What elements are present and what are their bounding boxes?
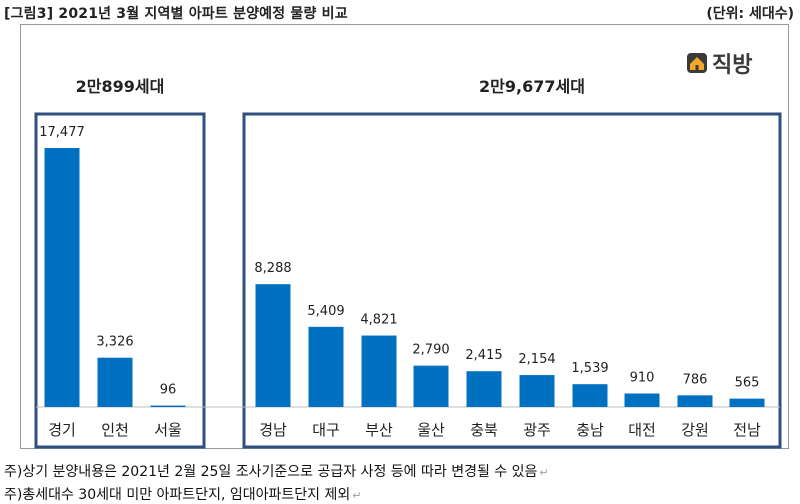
category-label: 서울 bbox=[154, 421, 182, 439]
return-mark-icon: ↵ bbox=[539, 466, 549, 479]
bar-경기 bbox=[44, 148, 80, 407]
group-label-metro: 2만899세대 bbox=[76, 77, 165, 96]
value-label: 3,326 bbox=[96, 335, 133, 350]
value-label: 4,821 bbox=[360, 313, 397, 328]
bar-충북 bbox=[466, 371, 502, 407]
bars-layer: 17,477 경기 3,326 인천 96 서울 8,288 경남 5,409 대구 4,821 부산… bbox=[39, 125, 765, 439]
zigbang-logo: 직방 bbox=[686, 47, 752, 79]
value-label: 910 bbox=[630, 371, 655, 386]
bar-강원 bbox=[677, 395, 713, 407]
category-label: 충남 bbox=[576, 421, 604, 439]
value-label: 565 bbox=[735, 376, 760, 391]
bar-인천 bbox=[97, 357, 133, 407]
return-mark-icon: ↵ bbox=[352, 489, 362, 502]
bar-경남 bbox=[255, 284, 291, 407]
bar-광주 bbox=[519, 375, 555, 407]
value-label: 786 bbox=[683, 372, 708, 387]
group-box-regions bbox=[242, 112, 782, 449]
value-label: 96 bbox=[160, 383, 177, 398]
category-label: 광주 bbox=[523, 421, 551, 439]
house-icon bbox=[687, 53, 707, 73]
bar-부산 bbox=[361, 335, 397, 407]
value-label: 2,415 bbox=[465, 348, 502, 363]
bar-서울 bbox=[150, 405, 186, 407]
category-label: 대전 bbox=[628, 421, 656, 439]
category-label: 경기 bbox=[48, 421, 76, 439]
bar-울산 bbox=[413, 365, 449, 407]
chart-title: [그림3] 2021년 3월 지역별 아파트 분양예정 물량 비교 bbox=[4, 6, 348, 22]
value-label: 2,154 bbox=[518, 352, 555, 367]
category-label: 대구 bbox=[312, 421, 340, 439]
category-label: 울산 bbox=[417, 421, 445, 439]
value-label: 1,539 bbox=[571, 361, 608, 376]
bar-대전 bbox=[624, 393, 660, 407]
category-label: 인천 bbox=[101, 421, 129, 439]
unit-label: (단위: 세대수) bbox=[706, 6, 794, 22]
footnote-1: 주)상기 분양내용은 2021년 2월 25일 조사기준으로 공급자 사정 등에… bbox=[4, 461, 549, 481]
footnote-1-text: 주)상기 분양내용은 2021년 2월 25일 조사기준으로 공급자 사정 등에… bbox=[4, 464, 538, 480]
value-label: 8,288 bbox=[254, 261, 291, 276]
bar-대구 bbox=[308, 326, 344, 407]
footnote-2: 주)총세대수 30세대 미만 아파트단지, 임대아파트단지 제외 ↵ bbox=[4, 484, 361, 504]
value-label: 17,477 bbox=[39, 125, 85, 140]
bar-충남 bbox=[572, 384, 608, 407]
bar-전남 bbox=[729, 398, 765, 407]
category-label: 강원 bbox=[681, 421, 709, 439]
value-label: 5,409 bbox=[307, 304, 344, 319]
logo-text: 직방 bbox=[712, 53, 753, 78]
group-box-metro bbox=[34, 112, 206, 449]
category-label: 전남 bbox=[733, 421, 761, 439]
category-label: 충북 bbox=[470, 421, 498, 439]
category-label: 경남 bbox=[259, 421, 287, 439]
value-label: 2,790 bbox=[412, 343, 449, 358]
footnote-2-text: 주)총세대수 30세대 미만 아파트단지, 임대아파트단지 제외 bbox=[4, 487, 351, 503]
category-label: 부산 bbox=[365, 421, 393, 439]
group-label-regions: 2만9,677세대 bbox=[479, 77, 585, 96]
